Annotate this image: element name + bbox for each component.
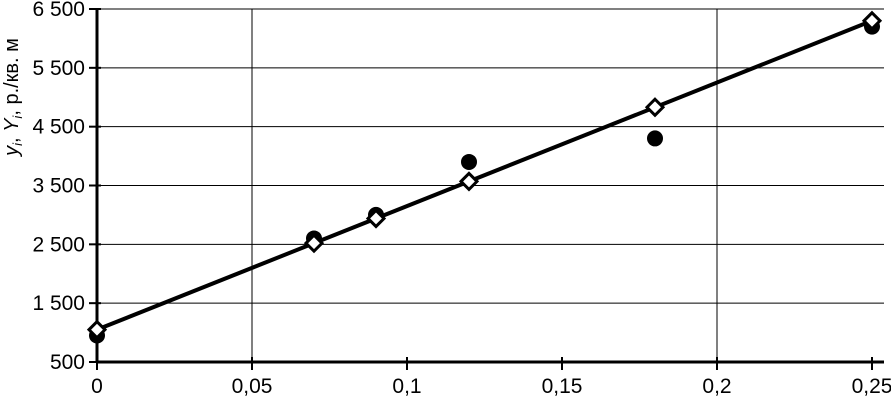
data-point-diamond (644, 97, 666, 118)
y-axis-title: yi, Yi, р./кв. м (1, 2, 27, 192)
x-tick-label: 0,1 (392, 375, 421, 398)
y-axis-title-part: i (10, 115, 25, 119)
data-point-diamond (365, 208, 387, 229)
x-tick-label: 0 (91, 375, 103, 398)
y-axis-title-part: y (1, 145, 23, 156)
data-point-circle (461, 153, 477, 170)
data-point-diamond (861, 10, 883, 31)
x-tick-label: 0,2 (702, 375, 731, 398)
y-axis-title-part: Y (1, 118, 23, 132)
y-tick-label: 5 500 (32, 57, 85, 80)
y-tick-label: 2 500 (32, 233, 85, 256)
data-point-diamond (458, 171, 480, 192)
data-point-diamond (303, 233, 325, 254)
data-point-diamond (86, 319, 108, 340)
trend-line (96, 18, 873, 332)
x-tick-label: 0,05 (232, 375, 273, 398)
x-tick-label: 0,15 (542, 375, 583, 398)
y-tick-label: 500 (50, 351, 85, 374)
data-point-circle (647, 130, 663, 147)
y-axis-title-part: i (10, 143, 25, 146)
y-tick-label: 3 500 (32, 175, 85, 198)
y-tick-label: 4 500 (32, 116, 85, 139)
y-tick-label: 6 500 (32, 0, 85, 21)
y-axis-title-part: , р./кв. м (1, 38, 23, 116)
x-tick-label: 0,25 (852, 375, 891, 398)
y-axis-title-part: , (1, 131, 23, 144)
y-tick-label: 1 500 (32, 292, 85, 315)
